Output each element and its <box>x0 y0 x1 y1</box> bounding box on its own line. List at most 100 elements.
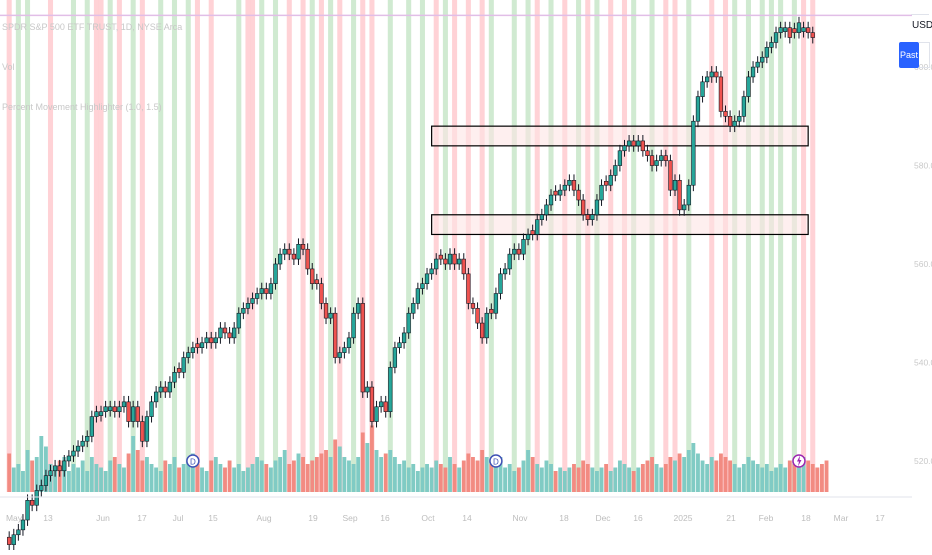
volume-bar <box>755 464 760 492</box>
down-candle <box>668 160 673 191</box>
volume-bar <box>627 467 632 492</box>
up-highlight-band <box>406 0 412 492</box>
volume-bar <box>388 450 393 492</box>
legend-volume[interactable]: Vol <box>2 62 15 72</box>
volume-bar <box>732 464 737 492</box>
down-candle <box>112 406 117 412</box>
time-tick-label: 2025 <box>674 513 693 523</box>
volume-bar <box>209 460 214 492</box>
up-candle <box>502 268 508 275</box>
volume-bar <box>273 460 278 492</box>
down-candle <box>530 230 535 235</box>
up-candle <box>75 445 81 452</box>
up-candle <box>346 337 352 348</box>
volume-bar <box>691 443 696 492</box>
legend-indicator[interactable]: Percent Movement Highlighter (1.0, 1.5) <box>2 102 162 112</box>
volume-bar <box>34 457 39 492</box>
volume-bar <box>815 467 820 492</box>
down-highlight-band <box>116 0 122 492</box>
time-tick-label: 17 <box>875 513 885 523</box>
up-highlight-band <box>171 0 178 492</box>
down-candle <box>603 180 609 186</box>
volume-bar <box>282 450 287 492</box>
up-candle <box>296 244 301 260</box>
down-candle <box>576 189 581 201</box>
down-highlight-band <box>318 0 324 492</box>
down-candle <box>581 199 586 216</box>
volume-bar <box>728 460 733 492</box>
up-highlight-band <box>576 0 582 492</box>
up-candle <box>498 273 503 294</box>
volume-bar <box>737 467 742 492</box>
up-candle <box>415 288 420 304</box>
currency-label[interactable]: USD <box>912 20 932 31</box>
time-tick-label: Feb <box>759 513 774 523</box>
up-highlight-band <box>442 0 448 492</box>
up-highlight-band <box>259 0 265 492</box>
volume-bar <box>218 464 223 492</box>
volume-bar <box>223 467 227 492</box>
down-candle <box>135 406 140 422</box>
up-candle <box>328 312 333 319</box>
down-candle <box>516 248 522 255</box>
up-candle <box>457 258 462 265</box>
down-highlight-band <box>452 0 458 492</box>
up-candle <box>232 327 237 339</box>
volume-bar <box>480 450 485 492</box>
volume-bar <box>76 467 80 492</box>
legend-symbol[interactable]: SPDR S&P 500 ETF TRUST, 1D, NYSE Arca <box>2 22 183 32</box>
up-candle <box>535 219 540 235</box>
up-candle <box>539 214 544 220</box>
past-badge[interactable]: Past <box>899 42 919 68</box>
volume-bar <box>287 464 292 492</box>
volume-bar <box>158 471 163 492</box>
volume-bar <box>535 464 540 492</box>
volume-bar <box>319 453 324 492</box>
volume-bar <box>112 457 117 492</box>
volume-bar <box>374 450 379 492</box>
volume-bar <box>314 457 319 492</box>
price-tick-label: 580.00 <box>914 161 932 171</box>
volume-bar <box>503 467 508 492</box>
time-tick-label: 18 <box>801 513 811 523</box>
time-tick-label: Dec <box>595 513 611 523</box>
volume-bar <box>103 471 108 492</box>
down-highlight-band <box>139 0 145 492</box>
volume-bar <box>599 467 604 492</box>
up-candle <box>172 372 177 383</box>
down-candle <box>264 288 269 294</box>
down-candle <box>489 308 494 314</box>
up-highlight-band <box>328 0 334 492</box>
volume-bar <box>154 467 159 492</box>
up-candle <box>760 56 765 63</box>
dividend-marker-glyph: D <box>493 458 499 467</box>
down-candle <box>718 76 724 112</box>
volume-bar <box>741 464 746 492</box>
down-candle <box>452 253 457 265</box>
up-highlight-band <box>15 0 21 492</box>
volume-bar <box>383 453 388 492</box>
price-zone <box>431 125 809 147</box>
down-candle <box>663 155 668 161</box>
down-candle <box>314 279 319 284</box>
volume-bar <box>489 464 494 492</box>
volume-bar <box>7 453 12 492</box>
volume-bar <box>415 471 420 492</box>
down-highlight-band <box>562 0 568 492</box>
volume-bar <box>30 460 35 492</box>
volume-bar <box>190 453 195 492</box>
down-candle <box>677 180 682 211</box>
down-candle <box>645 150 650 156</box>
down-highlight-band <box>709 0 715 492</box>
down-candle <box>480 322 485 339</box>
volume-bar <box>85 471 90 492</box>
volume-bar <box>21 471 25 492</box>
volume-bar <box>613 467 618 492</box>
down-candle <box>714 71 719 78</box>
up-highlight-band <box>649 0 655 492</box>
up-candle <box>218 327 223 339</box>
down-candle <box>300 244 306 250</box>
volume-bar <box>806 460 811 492</box>
